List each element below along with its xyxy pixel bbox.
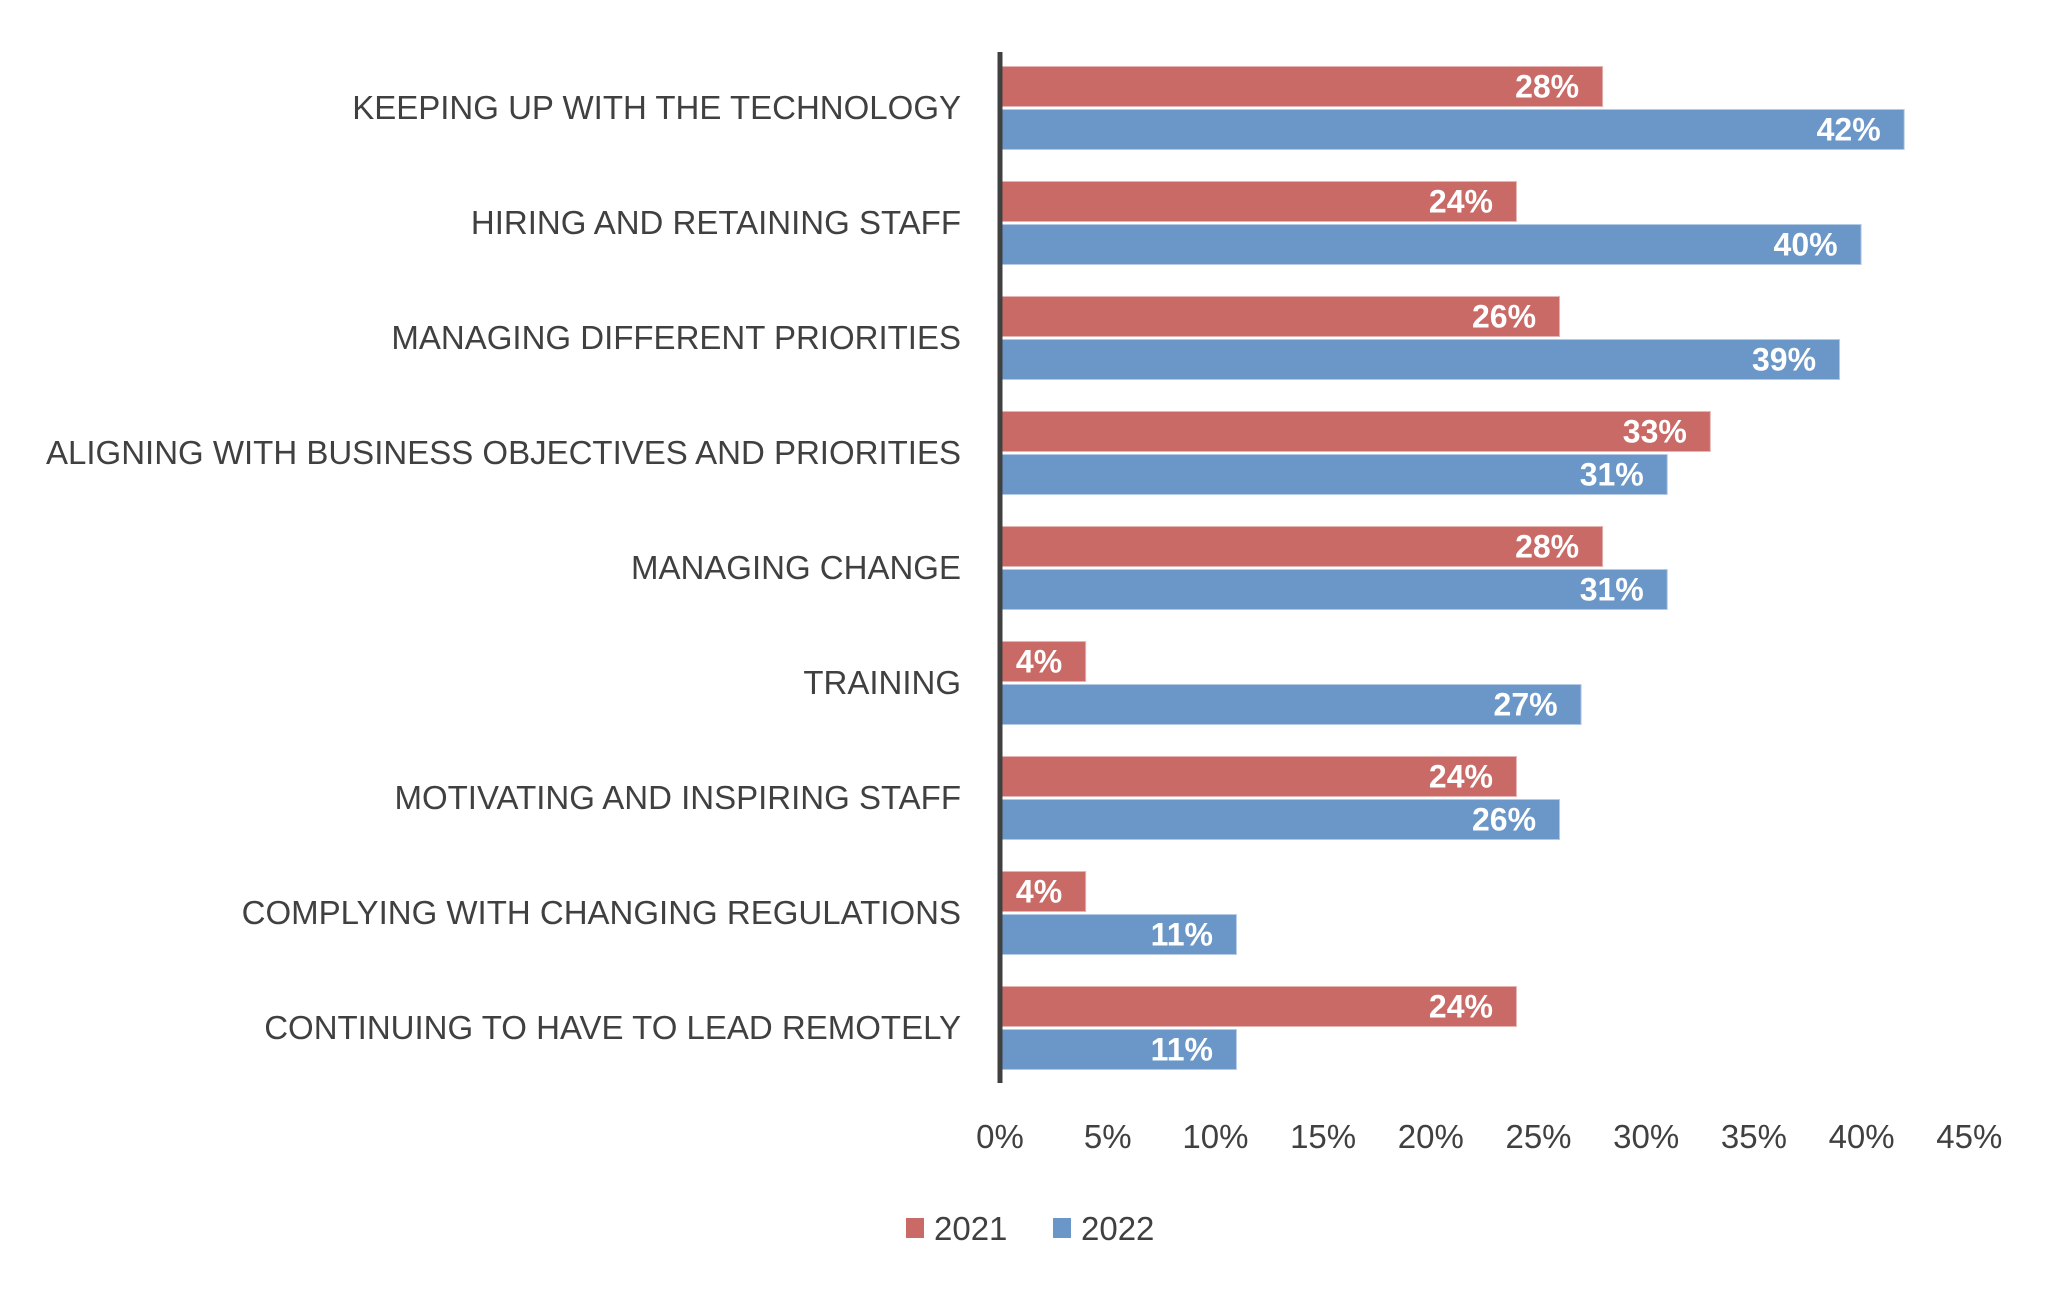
category-label: MANAGING DIFFERENT PRIORITIES (391, 319, 961, 356)
data-label-2022: 11% (1151, 1032, 1213, 1068)
bar-2021 (999, 295, 1562, 338)
data-label-2021: 24% (1429, 184, 1493, 220)
x-tick-label: 45% (1936, 1118, 2002, 1155)
data-label-2022: 11% (1151, 917, 1213, 953)
bar-2021 (999, 870, 1088, 913)
data-label-2022: 27% (1494, 687, 1558, 723)
x-tick-label: 10% (1182, 1118, 1248, 1155)
bar-2022 (999, 223, 1863, 266)
x-tick-label: 20% (1398, 1118, 1464, 1155)
data-label-2021: 24% (1429, 989, 1493, 1025)
x-tick-label: 35% (1721, 1118, 1787, 1155)
x-tick-label: 30% (1613, 1118, 1679, 1155)
category-label: TRAINING (803, 664, 961, 701)
x-tick-label: 15% (1290, 1118, 1356, 1155)
bar-2022 (999, 683, 1583, 726)
category-label: ALIGNING WITH BUSINESS OBJECTIVES AND PR… (46, 434, 961, 471)
data-label-2021: 33% (1623, 414, 1687, 450)
x-tick-label: 40% (1829, 1118, 1895, 1155)
bar-2022 (999, 568, 1669, 611)
category-label: CONTINUING TO HAVE TO LEAD REMOTELY (264, 1009, 961, 1046)
bar-2021 (999, 755, 1518, 798)
data-label-2022: 31% (1580, 457, 1644, 493)
bar-2021 (999, 65, 1605, 108)
bar-2021 (999, 640, 1088, 683)
category-label: KEEPING UP WITH THE TECHNOLOGY (352, 89, 961, 126)
bar-2022 (999, 338, 1842, 381)
legend-swatch-2021 (906, 1218, 924, 1238)
legend-swatch-2022 (1053, 1218, 1071, 1238)
x-tick-label: 5% (1084, 1118, 1132, 1155)
data-label-2021: 28% (1515, 529, 1579, 565)
data-label-2021: 4% (1016, 874, 1062, 910)
bar-2022 (999, 453, 1669, 496)
bar-2021 (999, 410, 1712, 453)
data-label-2021: 4% (1016, 644, 1062, 680)
legend-label-2021: 2021 (934, 1210, 1007, 1247)
data-label-2022: 40% (1774, 227, 1838, 263)
x-tick-label: 0% (976, 1118, 1024, 1155)
data-label-2022: 26% (1472, 802, 1536, 838)
legend-label-2022: 2022 (1081, 1210, 1154, 1247)
data-label-2021: 28% (1515, 69, 1579, 105)
x-tick-label: 25% (1505, 1118, 1571, 1155)
data-label-2022: 31% (1580, 572, 1644, 608)
category-label: MOTIVATING AND INSPIRING STAFF (394, 779, 961, 816)
data-label-2021: 26% (1472, 299, 1536, 335)
category-label: COMPLYING WITH CHANGING REGULATIONS (242, 894, 961, 931)
bar-2022 (999, 108, 1906, 151)
category-label: MANAGING CHANGE (631, 549, 961, 586)
data-label-2022: 39% (1752, 342, 1816, 378)
data-label-2021: 24% (1429, 759, 1493, 795)
bar-2021 (999, 525, 1605, 568)
category-label: HIRING AND RETAINING STAFF (471, 204, 961, 241)
data-label-2022: 42% (1817, 112, 1881, 148)
